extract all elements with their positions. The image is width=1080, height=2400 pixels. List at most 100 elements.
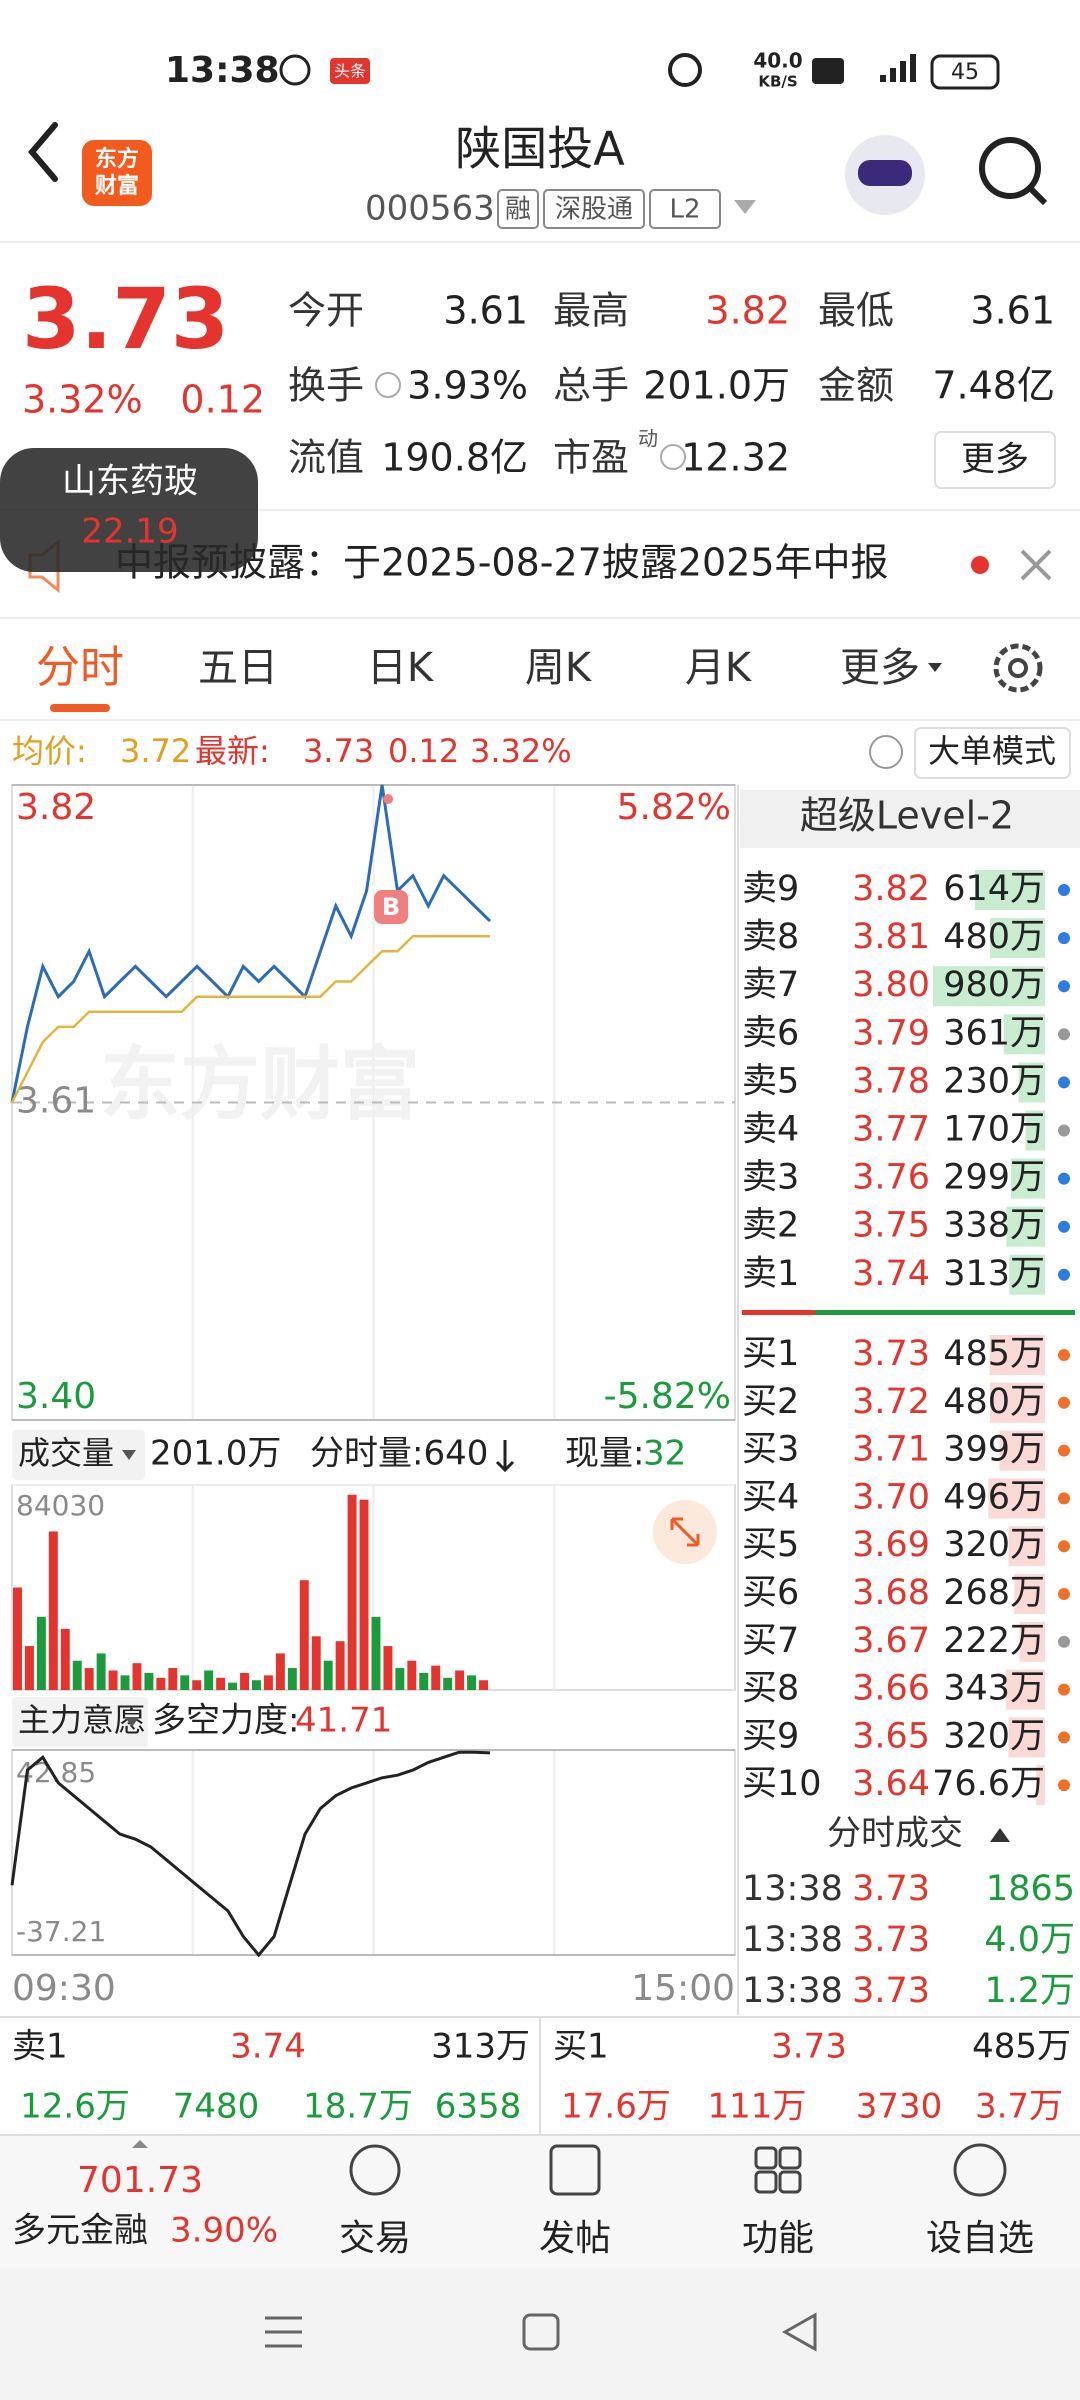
volume-label: 成交量 [18, 1434, 114, 1472]
chart-tab[interactable]: 日K [367, 645, 435, 691]
volume-bar [419, 1672, 429, 1690]
more-button-text[interactable]: 更多 [961, 440, 1029, 480]
book-label: 卖8 [742, 917, 799, 957]
nav-item[interactable]: 交易 [339, 2218, 411, 2259]
nav-item[interactable]: 功能 [742, 2218, 814, 2259]
book-label: 买9 [742, 1716, 799, 1756]
sector-pct: 3.90% [170, 2211, 278, 2251]
popup-name: 山东药玻 [62, 462, 198, 502]
back-button[interactable] [28, 122, 58, 182]
nav-icon [349, 2144, 401, 2196]
help-icon [869, 735, 903, 769]
book-label: 卖6 [742, 1013, 799, 1053]
book-volume: 320万 [943, 1525, 1045, 1565]
settings-icon[interactable] [993, 643, 1043, 693]
chart-tab[interactable]: 周K [525, 645, 593, 691]
bq-stat: 18.7万 [303, 2087, 413, 2127]
volume-highlight [1006, 1206, 1045, 1247]
series-line [10, 934, 490, 1104]
book-dot [1058, 1028, 1070, 1041]
dropdown-box [12, 1697, 148, 1747]
index-value: 701.73 [77, 2160, 203, 2201]
system-back[interactable] [781, 2312, 817, 2352]
book-dot [1058, 1779, 1070, 1792]
mode-button-text[interactable]: 大单模式 [928, 732, 1056, 770]
nav-icon [754, 2146, 778, 2170]
badge-bg [330, 58, 370, 84]
stock-title: 陕国投A [455, 122, 625, 176]
bq-stat: 7480 [173, 2087, 260, 2127]
book-volume: 343万 [943, 1669, 1045, 1709]
volume-total: 201.0万 [150, 1434, 281, 1474]
bq-stat: 3.7万 [975, 2087, 1063, 2127]
buy-marker [374, 890, 409, 924]
volume-highlight [933, 966, 1045, 1007]
book-price: 3.82 [852, 869, 930, 909]
book-dot [1058, 1444, 1070, 1457]
info-icon [660, 444, 686, 470]
tab-caret [928, 663, 942, 672]
book-dot [1058, 932, 1070, 945]
book-volume: 299万 [943, 1158, 1045, 1198]
trade-time: 13:38 [742, 1920, 843, 1960]
system-home [522, 2313, 560, 2351]
net-speed: 40.0 [753, 49, 802, 73]
status-time: 13:38 [165, 50, 280, 91]
nav-item[interactable]: 发帖 [539, 2218, 611, 2259]
bq-label: 卖1 [12, 2027, 68, 2067]
chart-tab[interactable]: 月K [685, 645, 753, 691]
book-split-red [742, 1310, 815, 1315]
close-button[interactable] [1020, 549, 1052, 581]
volume-bar [347, 1494, 357, 1690]
nav-icon [754, 2170, 778, 2194]
volume-highlight [989, 1335, 1045, 1375]
volume-bar [443, 1677, 453, 1690]
dropdown[interactable] [734, 200, 756, 214]
signal-bar [890, 68, 896, 82]
trades-caret [990, 1828, 1010, 1842]
volume-bar [431, 1665, 441, 1690]
series-line [10, 1750, 491, 1958]
volume-highlight [990, 918, 1045, 959]
signal-bar [910, 54, 916, 82]
field-label: 最低 [818, 289, 894, 333]
chart-tab[interactable]: 更多 [840, 645, 920, 691]
book-label: 买8 [742, 1669, 799, 1709]
floating-quote [0, 448, 258, 572]
volume-highlight [1008, 1717, 1045, 1758]
volume-highlight [1019, 1621, 1045, 1662]
book-price: 3.73 [852, 1334, 930, 1374]
book-price: 3.79 [852, 1013, 930, 1053]
book-volume: 320万 [943, 1716, 1045, 1756]
chart-tab[interactable]: 分时 [36, 642, 124, 693]
volume-bar [180, 1675, 190, 1690]
book-dot [1058, 1124, 1070, 1137]
chart-tab[interactable]: 五日 [198, 645, 278, 691]
volume-bar [275, 1653, 285, 1690]
book-volume: 980万 [943, 965, 1045, 1005]
volume-bar [240, 1672, 249, 1690]
system-menu[interactable] [265, 2316, 302, 2348]
level2-title: 超级Level-2 [800, 794, 1014, 838]
notice-dot [971, 556, 989, 574]
book-label: 卖5 [742, 1061, 799, 1101]
stock-tag: 深股通 [555, 195, 633, 225]
book-price: 3.72 [852, 1382, 930, 1422]
book-dot [1058, 1540, 1070, 1553]
peak-dot [383, 794, 394, 804]
trade-volume: 4.0万 [984, 1920, 1075, 1960]
bq-volume: 313万 [431, 2027, 530, 2067]
book-price: 3.74 [852, 1254, 930, 1294]
book-price: 3.68 [852, 1573, 930, 1613]
dropdown-caret [125, 1717, 139, 1727]
stock-code: 000563 [365, 189, 495, 229]
search-icon[interactable] [979, 137, 1041, 199]
book-price: 3.78 [852, 1061, 930, 1101]
time-label: 15:00 [631, 1968, 735, 2009]
book-label: 买2 [742, 1382, 799, 1422]
nav-item[interactable]: 设自选 [926, 2218, 1034, 2259]
avg-value: 3.72 [120, 732, 191, 770]
book-dot [1058, 1731, 1070, 1744]
volume-highlight [1005, 1669, 1045, 1710]
book-volume: 361万 [943, 1013, 1045, 1053]
